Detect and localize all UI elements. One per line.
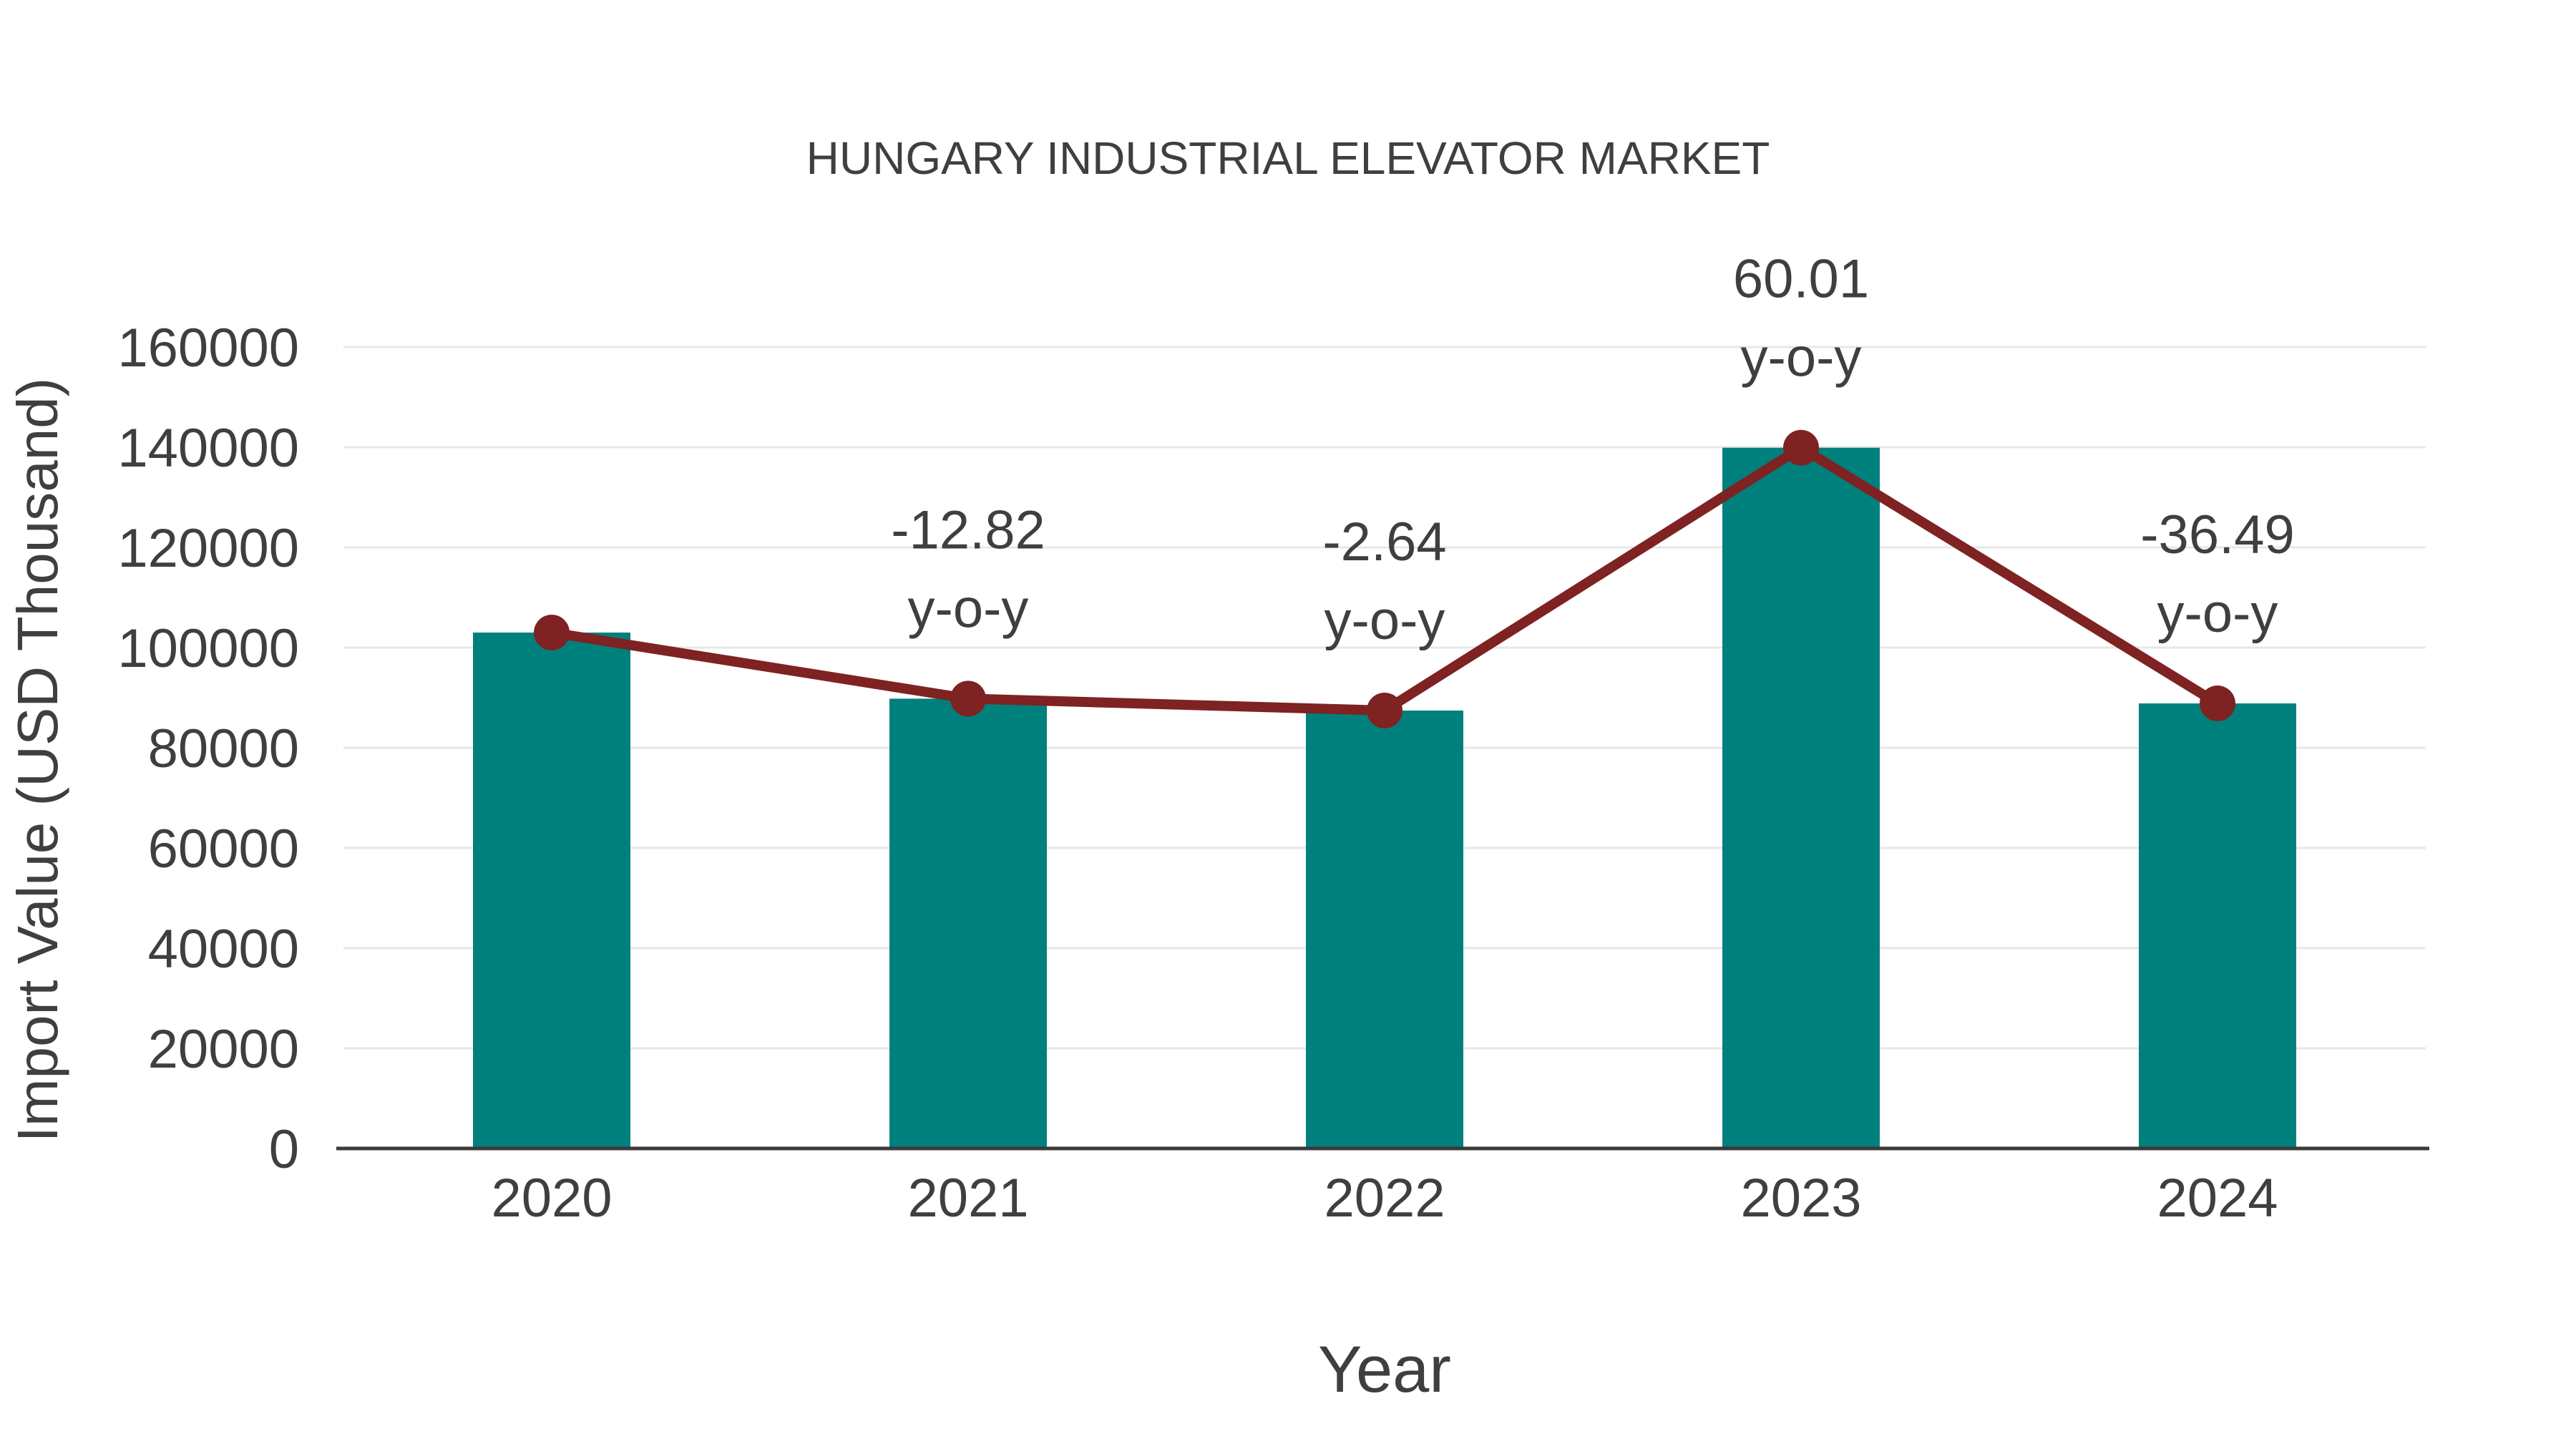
trend-line — [550, 441, 2220, 716]
x-axis-tick-labels: 2020 2021 2022 2023 2024 — [491, 1168, 2278, 1229]
bar-2023 — [1722, 447, 1880, 1148]
x-tick-label-2022: 2022 — [1324, 1168, 1445, 1229]
bar-2024 — [2139, 703, 2296, 1148]
annotation-2022-value: -2.64 — [1322, 512, 1446, 572]
marker-2020 — [534, 615, 570, 650]
y-tick-label: 20000 — [148, 1019, 299, 1080]
annotation-2023-value: 60.01 — [1733, 249, 1869, 310]
bar-2020 — [473, 633, 630, 1148]
bar-2022 — [1306, 710, 1463, 1148]
marker-2023 — [1783, 429, 1819, 466]
annotations: -12.82 y-o-y -2.64 y-o-y 60.01 y-o-y -36.49 y-o… — [891, 249, 2295, 651]
y-tick-label: 120000 — [117, 518, 299, 579]
trend-markers — [534, 429, 2235, 728]
y-tick-label: 100000 — [117, 618, 299, 679]
annotation-2022-sub: y-o-y — [1324, 590, 1445, 651]
annotation-2021-value: -12.82 — [891, 499, 1045, 560]
y-tick-label: 0 — [269, 1119, 299, 1180]
y-tick-label: 160000 — [117, 318, 299, 379]
y-axis-tick-labels: 0 20000 40000 60000 80000 100000 120000 140000 1… — [117, 318, 299, 1180]
x-tick-label-2021: 2021 — [907, 1168, 1028, 1229]
x-tick-label-2020: 2020 — [491, 1168, 612, 1229]
y-tick-label: 60000 — [148, 819, 299, 879]
annotation-2023-sub: y-o-y — [1741, 328, 1862, 389]
x-axis-title: Year — [1318, 1333, 1451, 1406]
y-tick-label: 140000 — [117, 418, 299, 479]
x-tick-label-2024: 2024 — [2157, 1168, 2278, 1229]
annotation-2021-sub: y-o-y — [908, 578, 1029, 639]
bars — [473, 447, 2296, 1148]
bar-2021 — [889, 698, 1047, 1148]
y-tick-label: 40000 — [148, 919, 299, 980]
chart-title: HUNGARY INDUSTRIAL ELEVATOR MARKET — [806, 132, 1770, 184]
annotation-2024-value: -36.49 — [2140, 504, 2295, 565]
marker-2024 — [2200, 686, 2235, 722]
x-tick-label-2023: 2023 — [1740, 1168, 1861, 1229]
trend-polyline — [550, 441, 2220, 716]
y-tick-label: 80000 — [148, 718, 299, 779]
marker-2021 — [950, 680, 986, 717]
marker-2022 — [1367, 692, 1402, 728]
y-axis-title: Import Value (USD Thousand) — [6, 378, 69, 1143]
annotation-2024-sub: y-o-y — [2157, 583, 2278, 644]
